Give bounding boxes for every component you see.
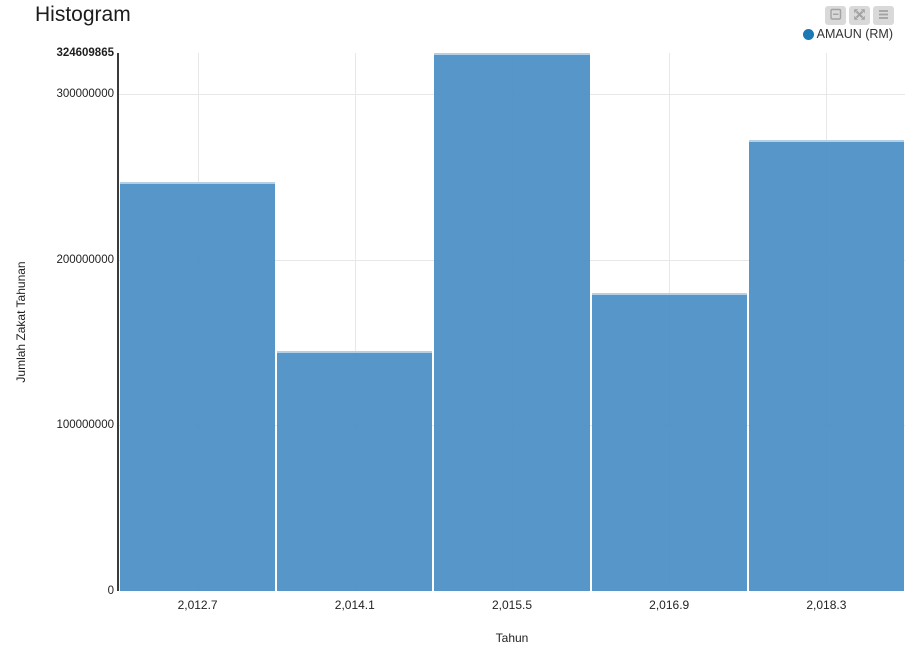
y-tick-label: 300000000 [56, 87, 114, 100]
y-tick-label: 200000000 [56, 253, 114, 266]
y-axis-line [117, 53, 119, 591]
menu-icon [876, 7, 891, 25]
x-tick-label: 2,015.5 [491, 598, 533, 612]
chart-toolbar [825, 6, 894, 25]
legend-dot-icon [802, 28, 814, 40]
x-tick-label: 2,018.3 [806, 598, 847, 612]
y-axis-label: Jumlah Zakat Tahunan [14, 261, 28, 383]
chart-title: Histogram [35, 3, 131, 26]
expand-arrows-icon [852, 7, 867, 25]
y-tick-label: 324609865 [56, 47, 114, 59]
histogram-bar[interactable] [434, 53, 590, 591]
x-tick-label: 2,012.7 [177, 598, 218, 612]
minus-square-button[interactable] [825, 6, 846, 25]
x-tick-label: 2,016.9 [649, 598, 690, 612]
histogram-bar[interactable] [120, 181, 276, 591]
legend-item-amaun[interactable]: AMAUN (RM) [802, 27, 893, 41]
histogram-bar[interactable] [748, 140, 904, 591]
y-tick-label: 100000000 [56, 419, 114, 432]
plot-area [119, 53, 905, 591]
minus-square-icon [828, 7, 843, 25]
histogram-bar[interactable] [277, 350, 433, 591]
vertical-gridline [354, 53, 356, 591]
legend-label: AMAUN (RM) [816, 27, 893, 41]
histogram-bar[interactable] [591, 292, 747, 591]
x-axis-label: Tahun [495, 631, 529, 645]
expand-button[interactable] [849, 6, 870, 25]
y-tick-label: 0 [107, 585, 114, 597]
menu-button[interactable] [873, 6, 894, 25]
x-tick-label: 2,014.1 [334, 598, 375, 612]
